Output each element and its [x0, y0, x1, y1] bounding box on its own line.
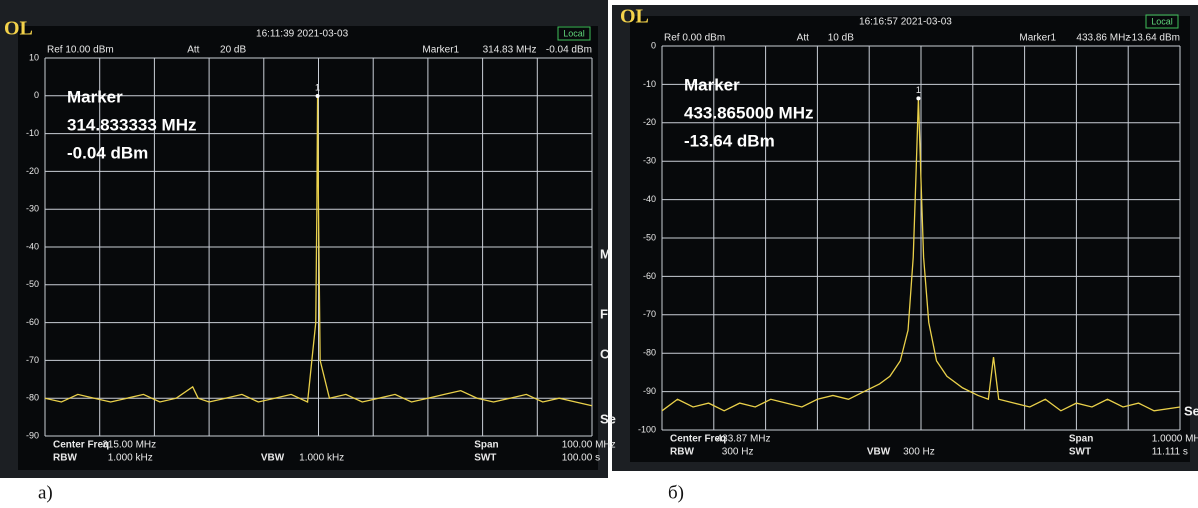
y-tick-label: -80: [26, 393, 39, 403]
marker-box-level: -0.04 dBm: [67, 143, 148, 162]
marker-freq: 433.86 MHz: [1076, 33, 1130, 44]
y-tick-label: -50: [26, 279, 39, 289]
footer-label: RBW: [53, 453, 77, 464]
status: Local: [563, 28, 585, 38]
marker-label: Marker1: [1019, 33, 1056, 44]
side-button-label: M: [600, 246, 611, 261]
side-button-label: Se: [600, 411, 616, 426]
y-tick-label: -60: [26, 317, 39, 327]
footer-value: 1.000 kHz: [299, 453, 344, 464]
timestamp: 16:11:39 2021-03-03: [256, 29, 349, 40]
y-tick-label: -40: [26, 241, 39, 251]
y-tick-label: -30: [643, 156, 656, 166]
footer-value: 100.00 MHz: [562, 440, 616, 451]
page: {"captions": ["a)", "б)"], "chart_data":…: [0, 0, 1198, 508]
y-tick-label: -70: [643, 309, 656, 319]
att-label: Att: [187, 45, 199, 56]
footer-value: 300 Hz: [903, 447, 935, 458]
marker-box-frequency: 433.865000 MHz: [684, 103, 813, 122]
ref-level: Ref 0.00 dBm: [664, 33, 725, 44]
y-tick-label: -30: [26, 204, 39, 214]
footer-value: 300 Hz: [722, 447, 754, 458]
figure: a) б) 100-10-20-30-40-50-60-70-80-90OL16…: [0, 0, 1198, 508]
y-tick-label: -90: [26, 430, 39, 440]
footer-label: Span: [474, 440, 498, 451]
side-button-label: Se: [1184, 403, 1198, 418]
marker-dot: [316, 94, 320, 98]
y-tick-label: 0: [651, 40, 656, 50]
footer-label: Center Freq: [53, 440, 109, 451]
marker-level: -0.04 dBm: [546, 45, 592, 56]
y-tick-label: -20: [26, 166, 39, 176]
caption: a): [38, 482, 53, 503]
att-label: Att: [797, 33, 809, 44]
marker-box-level: -13.64 dBm: [684, 131, 775, 150]
y-tick-label: -70: [26, 355, 39, 365]
footer-label: SWT: [1069, 447, 1091, 458]
footer-label: RBW: [670, 447, 694, 458]
marker-number: 1: [315, 82, 320, 92]
side-button-label: F: [600, 306, 608, 321]
y-tick-label: -100: [638, 424, 656, 434]
marker-box-frequency: 314.833333 MHz: [67, 115, 196, 134]
marker-box-title: Marker: [67, 87, 123, 106]
logo: OL: [4, 18, 33, 40]
y-tick-label: -80: [643, 348, 656, 358]
marker-dot: [916, 96, 920, 100]
marker-box-title: Marker: [684, 75, 740, 94]
marker-number: 1: [916, 85, 921, 95]
caption: б): [668, 482, 684, 503]
y-tick-label: -50: [643, 232, 656, 242]
marker-level: -13.64 dBm: [1128, 33, 1180, 44]
ref-level: Ref 10.00 dBm: [47, 45, 114, 56]
status: Local: [1151, 16, 1173, 26]
y-tick-label: 0: [34, 90, 39, 100]
att-value: 20 dB: [220, 45, 246, 56]
footer-value: 1.0000 MHz: [1152, 434, 1198, 445]
footer-value: 100.00 s: [562, 453, 600, 464]
footer-label: Span: [1069, 434, 1093, 445]
timestamp: 16:16:57 2021-03-03: [859, 17, 952, 28]
marker-freq: 314.83 MHz: [483, 45, 537, 56]
marker-label: Marker1: [422, 45, 459, 56]
footer-value: 1.000 kHz: [108, 453, 153, 464]
y-tick-label: -20: [643, 117, 656, 127]
footer-label: VBW: [261, 453, 285, 464]
y-tick-label: -10: [26, 128, 39, 138]
footer-label: SWT: [474, 453, 496, 464]
y-tick-label: -40: [643, 194, 656, 204]
footer-value: 433.87 MHz: [717, 434, 771, 445]
att-value: 10 dB: [828, 33, 854, 44]
y-tick-label: -10: [643, 79, 656, 89]
footer-value: 11.111 s: [1152, 447, 1188, 458]
logo: OL: [620, 6, 649, 28]
y-tick-label: 10: [29, 52, 39, 62]
footer-label: VBW: [867, 447, 891, 458]
y-tick-label: -60: [643, 271, 656, 281]
side-button-label: C: [600, 346, 610, 361]
footer-value: 315.00 MHz: [102, 440, 156, 451]
y-tick-label: -90: [643, 386, 656, 396]
